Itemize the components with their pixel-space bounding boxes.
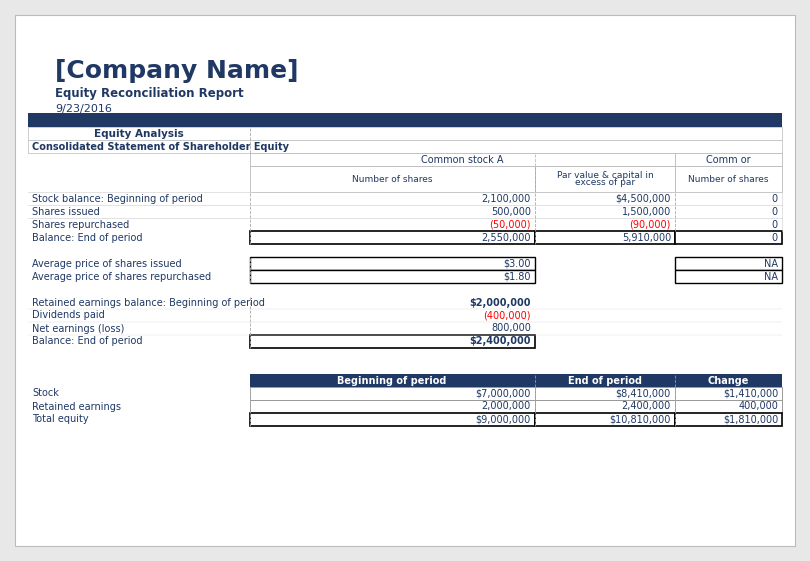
Text: 2,000,000: 2,000,000 (482, 402, 531, 412)
Bar (535, 231, 675, 244)
Text: End of period: End of period (568, 375, 642, 385)
Text: 9/23/2016: 9/23/2016 (55, 104, 112, 114)
Text: 2,550,000: 2,550,000 (481, 232, 531, 242)
Bar (675, 400, 782, 413)
Text: Average price of shares repurchased: Average price of shares repurchased (32, 272, 211, 282)
Bar (250, 257, 535, 270)
Bar (250, 153, 675, 166)
Text: Stock balance: Beginning of period: Stock balance: Beginning of period (32, 194, 202, 204)
Text: Shares repurchased: Shares repurchased (32, 219, 130, 229)
Text: $7,000,000: $7,000,000 (475, 389, 531, 398)
Text: Balance: End of period: Balance: End of period (32, 337, 143, 347)
Text: Average price of shares issued: Average price of shares issued (32, 259, 181, 269)
Text: Dividends paid: Dividends paid (32, 310, 104, 320)
Text: Consolidated Statement of Shareholder Equity: Consolidated Statement of Shareholder Eq… (32, 141, 289, 151)
Text: Balance: End of period: Balance: End of period (32, 232, 143, 242)
Text: NA: NA (764, 272, 778, 282)
Bar (250, 231, 535, 244)
Text: (400,000): (400,000) (484, 310, 531, 320)
Bar (535, 400, 675, 413)
Text: 400,000: 400,000 (738, 402, 778, 412)
Text: Comm or: Comm or (706, 154, 750, 164)
Text: $3.00: $3.00 (504, 259, 531, 269)
Bar (250, 335, 535, 348)
Text: 2,100,000: 2,100,000 (482, 194, 531, 204)
Bar (535, 374, 675, 387)
Bar (250, 270, 535, 283)
Bar (535, 387, 675, 400)
Text: 500,000: 500,000 (491, 206, 531, 217)
Bar (675, 387, 782, 400)
Bar (250, 400, 535, 413)
Bar (250, 374, 535, 387)
Text: $2,000,000: $2,000,000 (470, 297, 531, 307)
Bar (675, 166, 782, 192)
Text: $2,400,000: $2,400,000 (470, 337, 531, 347)
Text: 0: 0 (772, 232, 778, 242)
Text: Change: Change (707, 375, 748, 385)
Text: Net earnings (loss): Net earnings (loss) (32, 324, 125, 333)
Bar (250, 166, 535, 192)
Text: $1,410,000: $1,410,000 (723, 389, 778, 398)
Text: 1,500,000: 1,500,000 (622, 206, 671, 217)
Text: 5,910,000: 5,910,000 (622, 232, 671, 242)
Text: Equity Reconciliation Report: Equity Reconciliation Report (55, 86, 244, 99)
Text: Par value & capital in: Par value & capital in (556, 171, 654, 180)
Bar (535, 413, 675, 426)
Bar (675, 270, 782, 283)
Text: Number of shares: Number of shares (688, 174, 768, 183)
Text: Retained earnings: Retained earnings (32, 402, 121, 412)
Text: Shares issued: Shares issued (32, 206, 100, 217)
Text: $8,410,000: $8,410,000 (616, 389, 671, 398)
Text: Retained earnings balance: Beginning of period: Retained earnings balance: Beginning of … (32, 297, 265, 307)
Text: excess of par: excess of par (575, 178, 635, 187)
Text: Stock: Stock (32, 389, 59, 398)
Bar (28, 127, 782, 140)
Bar (28, 113, 782, 127)
Text: (90,000): (90,000) (629, 219, 671, 229)
Text: Number of shares: Number of shares (352, 174, 433, 183)
Text: 0: 0 (772, 194, 778, 204)
Text: NA: NA (764, 259, 778, 269)
Bar (675, 413, 782, 426)
Text: 2,400,000: 2,400,000 (622, 402, 671, 412)
Text: (50,000): (50,000) (489, 219, 531, 229)
Bar (250, 387, 535, 400)
Bar (675, 153, 782, 166)
Text: $1.80: $1.80 (504, 272, 531, 282)
Text: Beginning of period: Beginning of period (337, 375, 446, 385)
Text: 0: 0 (772, 219, 778, 229)
Text: [Company Name]: [Company Name] (55, 59, 299, 83)
Bar (250, 413, 535, 426)
Bar (675, 231, 782, 244)
Text: Equity Analysis: Equity Analysis (94, 128, 184, 139)
Text: 0: 0 (772, 206, 778, 217)
Text: $9,000,000: $9,000,000 (475, 415, 531, 425)
Text: Total equity: Total equity (32, 415, 88, 425)
Text: $10,810,000: $10,810,000 (610, 415, 671, 425)
Bar (535, 166, 675, 192)
Text: $1,810,000: $1,810,000 (723, 415, 778, 425)
Bar (675, 257, 782, 270)
Bar (28, 140, 782, 153)
Text: $4,500,000: $4,500,000 (616, 194, 671, 204)
Text: Common stock A: Common stock A (420, 154, 503, 164)
Text: 800,000: 800,000 (491, 324, 531, 333)
Bar (675, 374, 782, 387)
